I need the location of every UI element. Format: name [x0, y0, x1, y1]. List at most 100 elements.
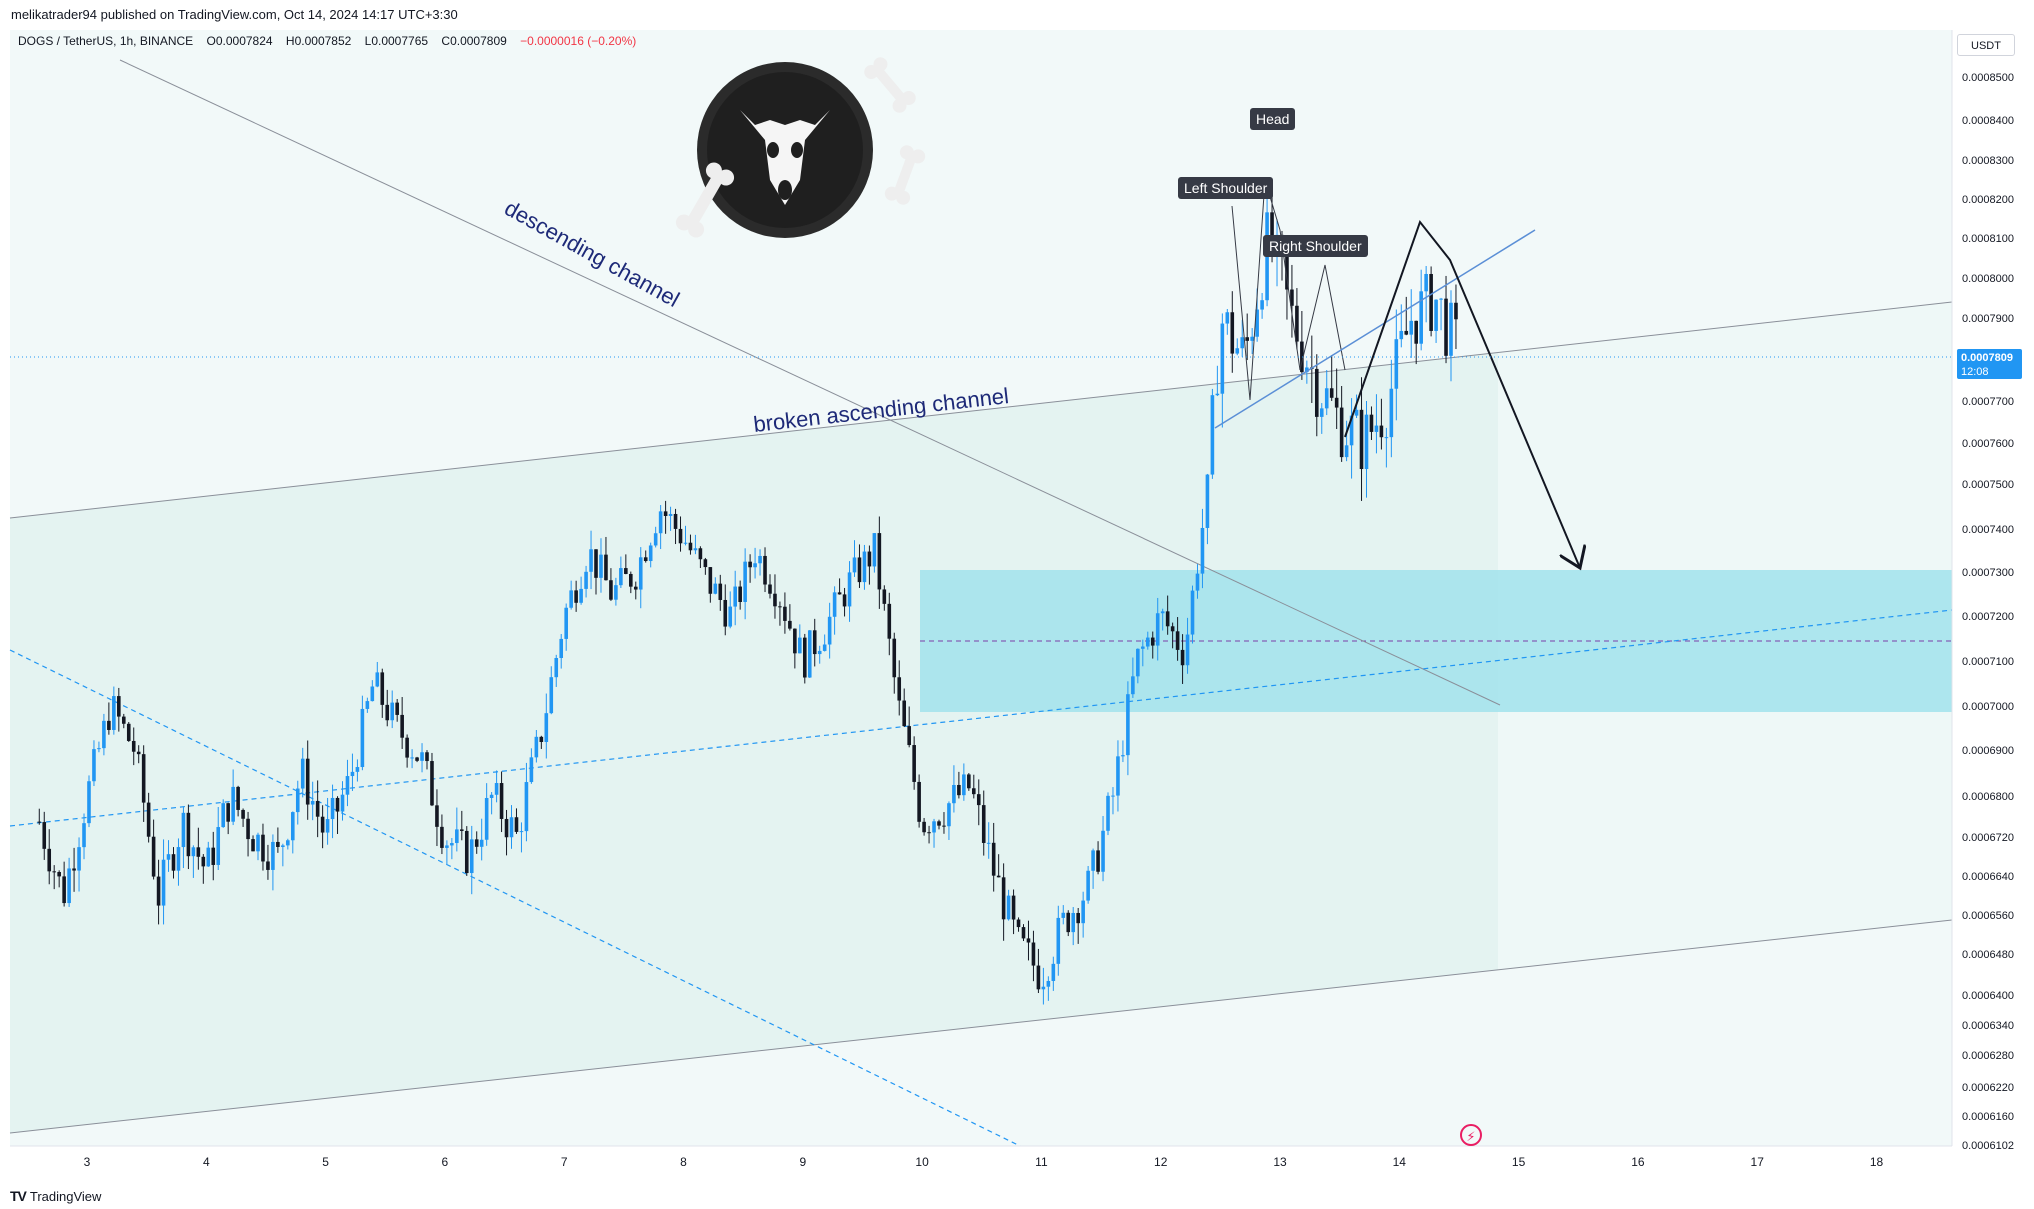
candle-body [1160, 611, 1165, 614]
candle-body [683, 542, 688, 544]
candle-body [604, 554, 608, 581]
symbol-title: DOGS / TetherUS, 1h, BINANCE [18, 34, 194, 48]
lightning-icon[interactable]: ⚡ [1460, 1124, 1482, 1146]
candle-body [594, 549, 598, 578]
candle-body [1285, 256, 1289, 290]
time-tick-label: 9 [799, 1155, 806, 1169]
price-tick-label: 0.0007000 [1962, 701, 2014, 713]
price-tick-label: 0.0006102 [1962, 1140, 2014, 1152]
candle-body [176, 847, 181, 871]
price-tick-label: 0.0007900 [1962, 313, 2014, 325]
right-shoulder-label[interactable]: Right Shoulder [1263, 235, 1368, 257]
candle-body [638, 557, 643, 590]
candle-body [817, 650, 822, 655]
candle-body [42, 822, 47, 849]
candle-body [146, 802, 151, 837]
candle-body [554, 658, 559, 678]
candle-body [788, 620, 792, 629]
candle-body [967, 774, 971, 789]
candle-body [748, 561, 752, 568]
candle-body [1439, 298, 1443, 300]
candle-body [460, 829, 464, 831]
tradingview-brand[interactable]: TV TradingView [10, 1188, 101, 1204]
candle-body [1141, 646, 1145, 649]
candle-body [107, 720, 111, 730]
candle-body [758, 555, 762, 564]
ohlc-open: O0.0007824 [206, 34, 273, 48]
candle-body [509, 817, 514, 838]
time-tick-label: 12 [1154, 1155, 1168, 1169]
candle-body [842, 594, 847, 607]
candle-body [425, 752, 429, 762]
candle-body [1409, 320, 1414, 335]
candle-body [126, 723, 131, 741]
candle-body [87, 781, 91, 824]
candle-body [1121, 755, 1125, 757]
candle-body [112, 696, 116, 730]
price-tick-label: 0.0006280 [1962, 1050, 2014, 1062]
candle-body [802, 637, 807, 678]
candle-body [1319, 408, 1324, 417]
candle-body [996, 875, 1001, 878]
price-chart[interactable]: 0.0008500 0.0008400 0.0008300 0.0008200 0.00… [0, 30, 2034, 1180]
candle-body [1170, 626, 1175, 632]
candle-body [161, 859, 166, 906]
candle-body [251, 839, 255, 852]
left-shoulder-label[interactable]: Left Shoulder [1178, 177, 1274, 199]
candle-body [325, 819, 330, 833]
candle-body [62, 876, 66, 904]
currency-button[interactable]: USDT [1957, 34, 2015, 56]
candle-body [589, 549, 593, 572]
time-tick-label: 18 [1870, 1155, 1884, 1169]
candle-body [72, 868, 76, 871]
time-tick-label: 13 [1273, 1155, 1287, 1169]
candle-body [1339, 407, 1344, 458]
head-label[interactable]: Head [1250, 108, 1296, 130]
ohlc-close: C0.0007809 [441, 34, 507, 48]
candle-body [1349, 415, 1354, 446]
candle-body [484, 797, 489, 840]
candle-body [1449, 302, 1453, 356]
candle-body [1195, 573, 1200, 591]
price-tick-label: 0.0006340 [1962, 1020, 2014, 1032]
candle-body [1056, 917, 1061, 964]
candle-body [330, 797, 335, 820]
ascending-channel-bottom [9, 919, 1953, 1134]
candle-body [793, 628, 797, 654]
candle-body [315, 800, 320, 817]
price-tick-label: 0.0008100 [1962, 233, 2014, 245]
candle-body [276, 841, 280, 847]
candle-body [753, 563, 757, 568]
candle-body [827, 616, 832, 645]
candle-body [643, 557, 648, 562]
candle-body [852, 557, 857, 573]
candle-body [181, 812, 186, 848]
time-tick-label: 16 [1631, 1155, 1645, 1169]
time-tick-label: 14 [1393, 1155, 1407, 1169]
candle-body [370, 686, 375, 702]
neckline [1214, 229, 1536, 429]
dashed-trend-1 [9, 609, 1953, 827]
candle-body [131, 740, 136, 752]
candle-body [1036, 965, 1041, 990]
candle-body [633, 586, 638, 590]
candle-body [1404, 330, 1409, 335]
candle-body [196, 847, 201, 857]
candle-body [1006, 895, 1011, 920]
candle-body [688, 542, 693, 551]
candle-body [798, 637, 802, 654]
candle-body [778, 606, 782, 608]
price-axis[interactable]: 0.0008500 0.0008400 0.0008300 0.0008200 0.00… [1962, 72, 2014, 1152]
candle-body [713, 583, 718, 594]
descending-channel-line [119, 59, 1501, 706]
candles-group [37, 188, 1458, 1005]
candle-body [211, 847, 216, 865]
candle-body [1180, 649, 1185, 666]
dogs-logo [675, 57, 926, 238]
candle-body [1300, 341, 1304, 373]
candle-body [435, 805, 439, 827]
candle-body [290, 812, 295, 841]
candle-body [947, 803, 951, 827]
candle-body [385, 704, 390, 721]
time-axis[interactable]: 3 4 5 6 7 8 9 10 11 12 13 14 15 16 17 18 [84, 1155, 1884, 1169]
